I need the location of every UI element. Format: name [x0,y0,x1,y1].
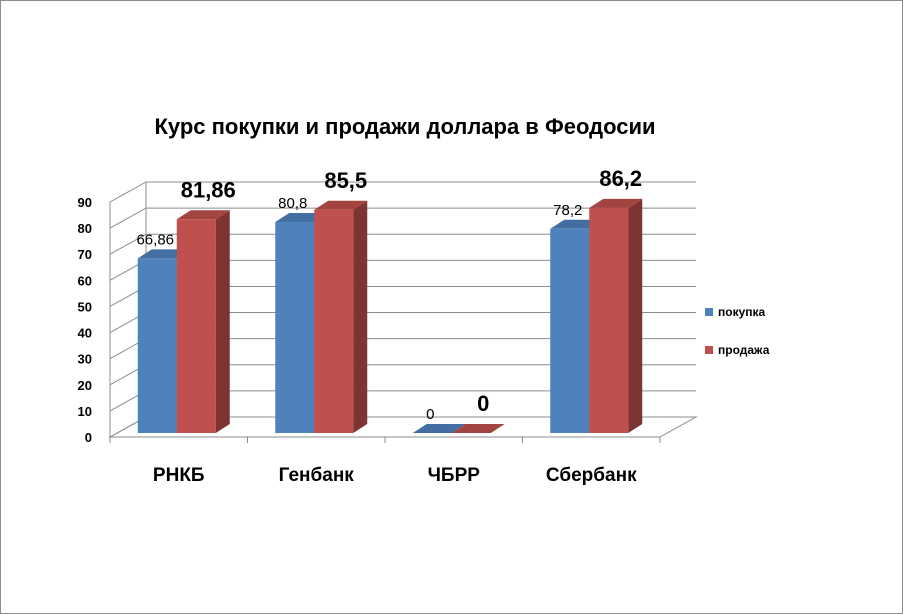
legend-label-покупка: покупка [718,305,766,319]
bar-front [137,258,177,433]
bar-продажа-Сбербанк [589,198,643,433]
gridline-side [109,181,147,203]
chart-bars [137,198,643,433]
y-tick-label: 20 [78,378,92,393]
chart-floor [108,416,698,438]
data-label-продажа: 0 [477,391,489,416]
gridline-side [109,207,147,229]
y-tick-label: 30 [78,352,92,367]
bar-front [176,219,216,433]
y-tick-label: 80 [78,221,92,236]
data-label-продажа: 85,5 [324,168,367,193]
bar-front [275,222,315,433]
bar-front [589,207,629,433]
bar-top [589,198,643,208]
bar-продажа-РНКБ [176,210,230,433]
bar-side [215,210,230,433]
bar-side [353,200,368,433]
x-category-label: ЧБРР [428,465,481,486]
bar-top [412,424,466,433]
bar-продажа-ЧБРР [451,424,505,433]
bar-top [314,200,368,210]
gridline-side [109,233,147,255]
y-tick-label: 90 [78,195,92,210]
y-tick-label: 50 [78,299,92,314]
x-axis-categories: РНКБ Генбанк ЧБРР Сбербанк [153,465,637,486]
y-tick-label: 0 [85,430,92,445]
data-label-покупка: 0 [426,406,434,423]
legend-swatch-покупка [705,308,713,316]
legend-swatch-продажа [705,346,713,354]
legend-label-продажа: продажа [718,343,770,357]
data-label-покупка: 66,86 [136,231,174,248]
x-category-label: Генбанк [279,465,355,486]
y-tick-label: 40 [78,326,92,341]
bar-top [176,210,230,220]
y-axis-ticks: 0 10 20 30 40 50 60 70 80 90 [78,195,92,445]
bar-front [550,228,590,433]
chart-title: Курс покупки и продажи доллара в Феодоси… [154,114,655,139]
chart-legend: покупка продажа [705,305,770,357]
bar-side [628,198,643,433]
data-label-покупка: 80,8 [278,195,307,212]
bar-продажа-Генбанк [314,200,368,433]
x-category-label: Сбербанк [546,465,637,486]
y-tick-label: 70 [78,247,92,262]
bar-top [451,424,505,433]
bar-покупка-ЧБРР [412,424,466,433]
data-label-продажа: 86,2 [599,166,642,191]
y-tick-label: 10 [78,404,92,419]
data-label-продажа: 81,86 [181,177,236,202]
data-label-покупка: 78,2 [553,202,582,219]
y-tick-label: 60 [78,273,92,288]
x-category-label: РНКБ [153,465,205,486]
data-labels: 66,86 81,86 80,8 85,5 0 0 78,2 86,2 [136,166,642,423]
bar-front [314,209,354,433]
